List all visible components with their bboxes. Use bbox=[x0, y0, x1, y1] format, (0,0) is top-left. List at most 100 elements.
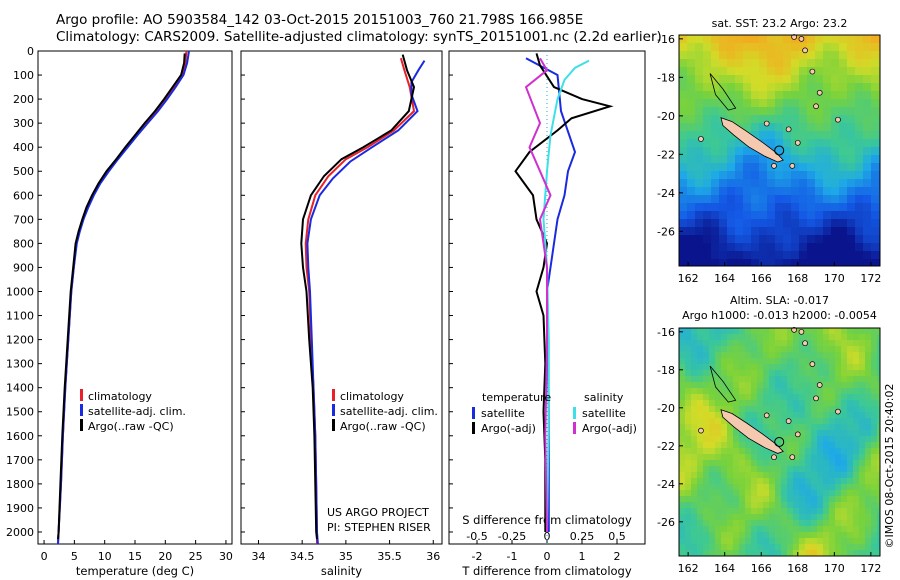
heatmap-cell bbox=[847, 394, 853, 400]
heatmap-cell bbox=[739, 400, 745, 406]
panel-difference: -2 -1 0 1 2T difference from climatology-0.5… bbox=[448, 50, 646, 578]
heatmap-cell bbox=[739, 508, 745, 514]
heatmap-cell bbox=[829, 436, 835, 442]
heatmap-cell bbox=[823, 514, 829, 520]
heatmap-cell bbox=[853, 490, 859, 496]
heatmap-cell bbox=[711, 107, 719, 115]
heatmap-cell bbox=[847, 358, 853, 364]
heatmap-cell bbox=[799, 370, 805, 376]
heatmap-cell bbox=[685, 418, 691, 424]
heatmap-cell bbox=[685, 328, 691, 334]
heatmap-cell bbox=[691, 454, 697, 460]
heatmap-cell bbox=[841, 400, 847, 406]
heatmap-cell bbox=[877, 418, 880, 424]
heatmap-cell bbox=[815, 123, 823, 131]
heatmap-cell bbox=[871, 496, 877, 502]
heatmap-cell bbox=[839, 147, 847, 155]
heatmap-cell bbox=[841, 472, 847, 478]
heatmap-cell bbox=[711, 67, 719, 75]
heatmap-cell bbox=[793, 478, 799, 484]
legend-label: Argo(-adj) bbox=[582, 422, 637, 435]
heatmap-cell bbox=[733, 370, 739, 376]
heatmap-cell bbox=[691, 388, 697, 394]
heatmap-cell bbox=[853, 382, 859, 388]
heatmap-cell bbox=[745, 334, 751, 340]
heatmap-cell bbox=[871, 139, 879, 147]
heatmap-cell bbox=[739, 436, 745, 442]
heatmap-cell bbox=[783, 115, 791, 123]
heatmap-cell bbox=[679, 123, 687, 131]
heatmap-cell bbox=[759, 83, 767, 91]
heatmap-cell bbox=[865, 340, 871, 346]
heatmap-cell bbox=[709, 478, 715, 484]
heatmap-cell bbox=[685, 442, 691, 448]
heatmap-cell bbox=[863, 259, 871, 266]
heatmap-cell bbox=[781, 352, 787, 358]
heatmap-cell bbox=[733, 376, 739, 382]
heatmap-cell bbox=[839, 243, 847, 251]
heatmap-cell bbox=[855, 67, 863, 75]
heatmap-cell bbox=[855, 91, 863, 99]
heatmap-cell bbox=[735, 59, 743, 67]
heatmap-cell bbox=[865, 514, 871, 520]
heatmap-cell bbox=[743, 35, 751, 43]
heatmap-cell bbox=[781, 334, 787, 340]
heatmap-cell bbox=[759, 179, 767, 187]
heatmap-cell bbox=[679, 59, 687, 67]
heatmap-cell bbox=[831, 203, 839, 211]
heatmap-cell bbox=[739, 358, 745, 364]
heatmap-cell bbox=[787, 544, 793, 550]
heatmap-cell bbox=[703, 406, 709, 412]
heatmap-cell bbox=[745, 514, 751, 520]
heatmap-cell bbox=[727, 364, 733, 370]
heatmap-cell bbox=[709, 334, 715, 340]
legend-label: Argo(..raw -QC) bbox=[340, 420, 426, 433]
heatmap-cell bbox=[841, 544, 847, 550]
heatmap-cell bbox=[793, 334, 799, 340]
heatmap-cell bbox=[743, 259, 751, 266]
heatmap-cell bbox=[751, 424, 757, 430]
heatmap-cell bbox=[783, 171, 791, 179]
heatmap-cell bbox=[853, 496, 859, 502]
heatmap-cell bbox=[709, 520, 715, 526]
heatmap-cell bbox=[839, 203, 847, 211]
heatmap-cell bbox=[697, 328, 703, 334]
heatmap-cell bbox=[679, 430, 685, 436]
x-tick-label: 162 bbox=[678, 272, 699, 285]
heatmap-cell bbox=[735, 115, 743, 123]
heatmap-cell bbox=[815, 131, 823, 139]
x-top-tick-label: 0.25 bbox=[570, 530, 595, 543]
heatmap-cell bbox=[871, 442, 877, 448]
legend-label: climatology bbox=[340, 390, 404, 403]
heatmap-cell bbox=[865, 394, 871, 400]
heatmap-cell bbox=[829, 340, 835, 346]
heatmap-cell bbox=[751, 99, 759, 107]
heatmap-cell bbox=[877, 502, 880, 508]
x-tick-label: 25 bbox=[189, 550, 203, 563]
heatmap-cell bbox=[721, 496, 727, 502]
heatmap-cell bbox=[863, 219, 871, 227]
heatmap-cell bbox=[863, 67, 871, 75]
x-tick-label: 164 bbox=[714, 562, 735, 575]
legend-label: satellite bbox=[582, 407, 626, 420]
heatmap-cell bbox=[735, 227, 743, 235]
heatmap-cell bbox=[685, 508, 691, 514]
heatmap-cell bbox=[703, 460, 709, 466]
heatmap-cell bbox=[695, 67, 703, 75]
heatmap-cell bbox=[847, 376, 853, 382]
heatmap-cell bbox=[817, 334, 823, 340]
heatmap-cell bbox=[847, 364, 853, 370]
heatmap-cell bbox=[871, 171, 879, 179]
heatmap-cell bbox=[695, 99, 703, 107]
heatmap-cell bbox=[739, 328, 745, 334]
heatmap-cell bbox=[691, 358, 697, 364]
heatmap-cell bbox=[807, 107, 815, 115]
heatmap-cell bbox=[855, 43, 863, 51]
heatmap-cell bbox=[703, 472, 709, 478]
heatmap-cell bbox=[871, 155, 879, 163]
heatmap-cell bbox=[695, 187, 703, 195]
y-tick-label: 1100 bbox=[6, 310, 34, 323]
heatmap-cell bbox=[767, 171, 775, 179]
heatmap-cell bbox=[721, 400, 727, 406]
